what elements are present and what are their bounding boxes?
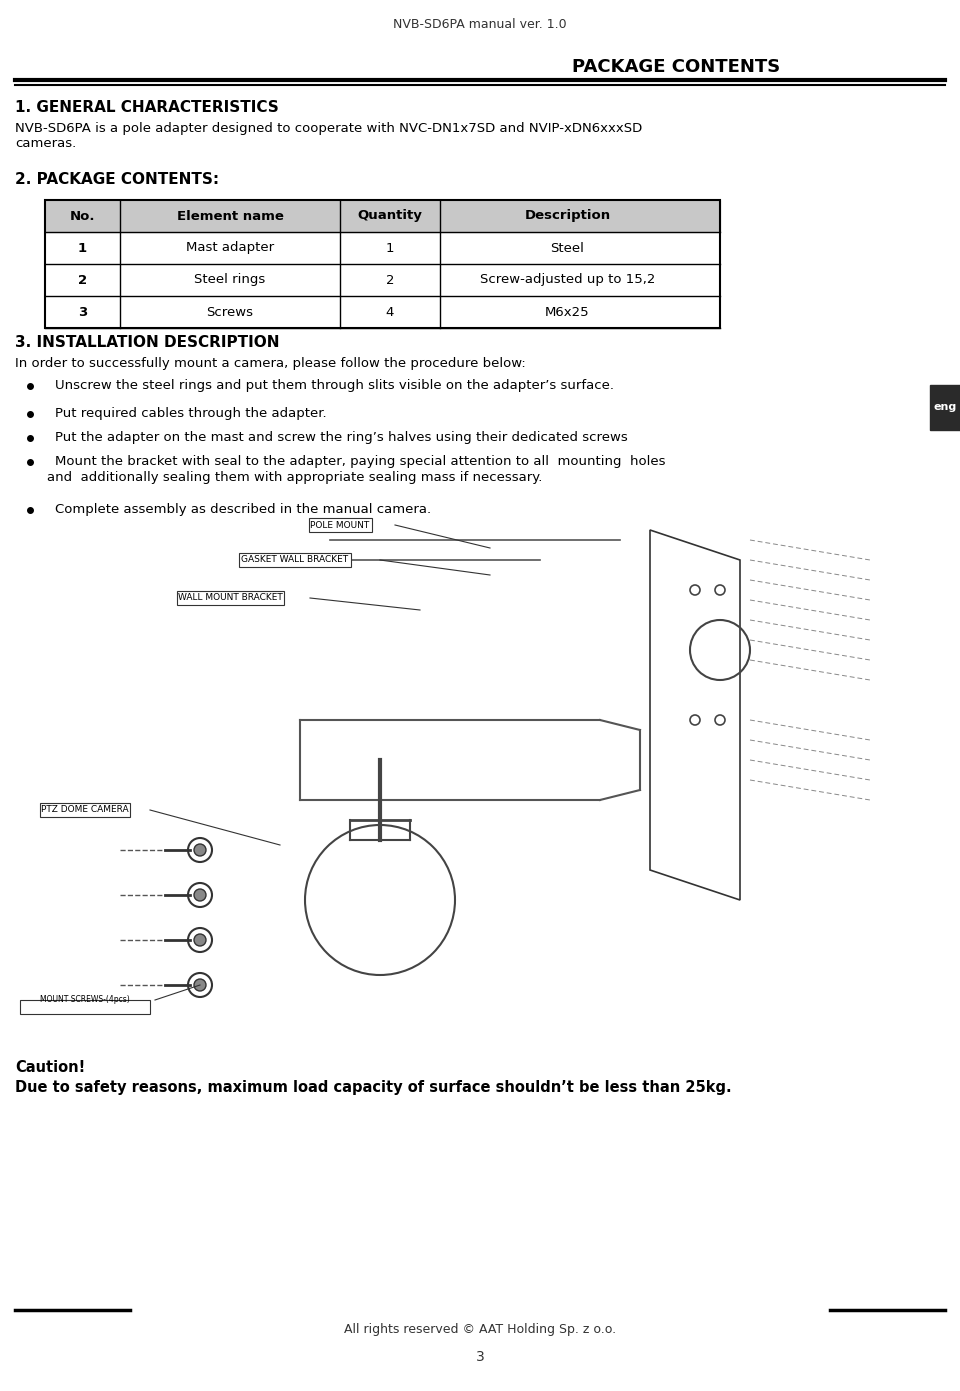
Text: 3: 3 [78,306,87,319]
Bar [239,554,351,568]
Text: 4: 4 [386,306,395,319]
Bar [930,385,960,430]
Circle shape [194,933,206,946]
Text: Screws: Screws [206,306,253,319]
Text: All rights reserved © AAT Holding Sp. z o.o.: All rights reserved © AAT Holding Sp. z … [344,1323,616,1335]
Circle shape [194,844,206,855]
Text: 3: 3 [475,1351,485,1365]
Text: No.: No. [70,210,95,223]
Text: Complete assembly as described in the manual camera.: Complete assembly as described in the ma… [55,504,431,516]
Text: 2: 2 [78,274,87,287]
Text: WALL MOUNT BRACKET: WALL MOUNT BRACKET [178,594,282,602]
Text: MOUNT SCREWS-(4pcs): MOUNT SCREWS-(4pcs) [40,996,130,1004]
Text: Put required cables through the adapter.: Put required cables through the adapter. [55,408,326,420]
Text: 2. PACKAGE CONTENTS:: 2. PACKAGE CONTENTS: [15,172,219,186]
Circle shape [194,979,206,990]
Text: PACKAGE CONTENTS: PACKAGE CONTENTS [572,58,780,77]
Bar [45,200,720,328]
Text: Screw-adjusted up to 15,2: Screw-adjusted up to 15,2 [480,274,655,287]
Text: and  additionally sealing them with appropriate sealing mass if necessary.: and additionally sealing them with appro… [47,472,542,484]
Text: Description: Description [524,210,611,223]
Text: POLE MOUNT: POLE MOUNT [310,520,370,530]
Text: Put the adapter on the mast and screw the ring’s halves using their dedicated sc: Put the adapter on the mast and screw th… [55,431,628,444]
Circle shape [194,889,206,901]
Text: Unscrew the steel rings and put them through slits visible on the adapter’s surf: Unscrew the steel rings and put them thr… [55,378,614,392]
Text: eng: eng [933,402,956,412]
Text: Caution!: Caution! [15,1060,85,1075]
Text: PTZ DOME CAMERA: PTZ DOME CAMERA [41,805,129,815]
Text: 2: 2 [386,274,395,287]
Text: 3. INSTALLATION DESCRIPTION: 3. INSTALLATION DESCRIPTION [15,335,279,351]
Bar [177,591,283,605]
Text: Steel rings: Steel rings [194,274,266,287]
Text: Element name: Element name [177,210,283,223]
Text: Due to safety reasons, maximum load capacity of surface shouldn’t be less than 2: Due to safety reasons, maximum load capa… [15,1079,732,1095]
Text: Mast adapter: Mast adapter [186,242,274,255]
Bar [308,517,372,531]
Text: 1: 1 [386,242,395,255]
Text: 1: 1 [78,242,87,255]
Text: NVB-SD6PA is a pole adapter designed to cooperate with NVC-DN1x7SD and NVIP-xDN6: NVB-SD6PA is a pole adapter designed to … [15,122,642,150]
Text: Mount the bracket with seal to the adapter, paying special attention to all  mou: Mount the bracket with seal to the adapt… [55,455,665,467]
Text: NVB-SD6PA manual ver. 1.0: NVB-SD6PA manual ver. 1.0 [394,18,566,31]
Text: Quantity: Quantity [357,210,422,223]
Text: GASKET WALL BRACKET: GASKET WALL BRACKET [241,555,348,565]
Bar [45,200,720,232]
Text: M6x25: M6x25 [545,306,589,319]
Text: Steel: Steel [551,242,585,255]
Bar [20,1000,150,1014]
Text: 1. GENERAL CHARACTERISTICS: 1. GENERAL CHARACTERISTICS [15,100,278,115]
Bar [39,803,131,817]
Text: In order to successfully mount a camera, please follow the procedure below:: In order to successfully mount a camera,… [15,357,526,370]
